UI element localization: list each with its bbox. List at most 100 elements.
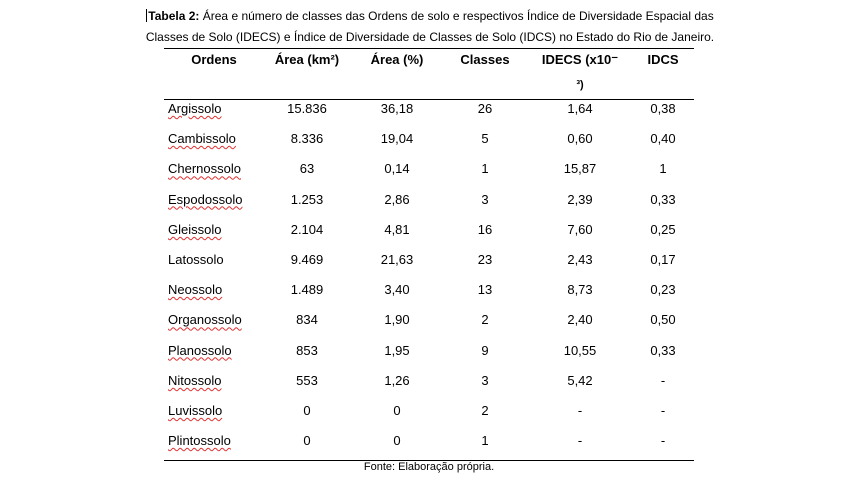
table-row: Argissolo 15.836 36,18 26 1,64 0,38 (0, 101, 862, 121)
table-row: Planossolo 853 1,95 9 10,55 0,33 (0, 343, 862, 363)
cell-idecs: 5,42 (567, 372, 593, 388)
cell-idecs: 8,73 (567, 282, 593, 298)
cell-idcs: - (660, 372, 666, 388)
cell-classes: 23 (477, 252, 493, 267)
cell-idcs: - (660, 403, 666, 418)
text-cursor (146, 9, 148, 22)
cell-ordem: Neossolo (168, 282, 223, 298)
cell-area-km2: 8.336 (290, 131, 324, 147)
cell-ordem: Plintossolo (168, 433, 231, 449)
cell-area-km2: 0 (303, 403, 311, 418)
cell-idcs: 0,40 (650, 131, 676, 147)
cell-idecs: 10,55 (563, 342, 597, 358)
cell-area-km2: 1.253 (290, 191, 324, 207)
table-row: Cambissolo 8.336 19,04 5 0,60 0,40 (0, 131, 862, 151)
caption-label: Tabela 2: (148, 9, 200, 23)
caption-line-1: Tabela 2: Área e número de classes das O… (140, 6, 720, 26)
table-bottom-rule (164, 460, 694, 461)
cell-idcs: 0,33 (650, 342, 676, 358)
table-row: Nitossolo 553 1,26 3 5,42 - (0, 373, 862, 393)
cell-area-km2: 834 (296, 312, 318, 328)
cell-ordem: Espodossolo (168, 191, 243, 207)
cell-area-pct: 2,86 (384, 191, 410, 207)
header-ordens: Ordens (191, 52, 237, 67)
table-row: Neossolo 1.489 3,40 13 8,73 0,23 (0, 282, 862, 302)
cell-classes: 2 (481, 403, 489, 418)
cell-idecs: 7,60 (567, 221, 593, 237)
cell-area-pct: 0 (393, 403, 401, 418)
cell-area-pct: 36,18 (380, 101, 414, 116)
cell-classes: 3 (481, 191, 489, 207)
table-source: Fonte: Elaboração própria. (363, 461, 495, 473)
cell-area-pct: 21,63 (380, 252, 414, 267)
table-row: Espodossolo 1.253 2,86 3 2,39 0,33 (0, 192, 862, 212)
cell-classes: 13 (477, 282, 493, 298)
cell-idecs: 15,87 (563, 161, 597, 177)
cell-area-km2: 2.104 (290, 221, 324, 237)
cell-ordem: Planossolo (168, 342, 232, 358)
table-row: Latossolo 9.469 21,63 23 2,43 0,17 (0, 252, 862, 272)
cell-ordem: Latossolo (168, 252, 224, 267)
cell-idcs: 0,17 (650, 252, 676, 267)
cell-classes: 26 (477, 101, 493, 116)
cell-ordem: Chernossolo (168, 161, 241, 177)
cell-ordem: Gleissolo (168, 221, 222, 237)
header-idecs-exponent: ³) (576, 79, 584, 91)
cell-area-km2: 853 (296, 342, 318, 358)
cell-area-pct: 0 (393, 433, 401, 449)
cell-idcs: 0,23 (650, 282, 676, 298)
cell-ordem: Cambissolo (168, 131, 236, 147)
cell-area-pct: 0,14 (384, 161, 410, 177)
table-row: Plintossolo 0 0 1 - - (0, 433, 862, 453)
cell-classes: 2 (481, 312, 489, 328)
table-row: Organossolo 834 1,90 2 2,40 0,50 (0, 312, 862, 332)
table-row: Chernossolo 63 0,14 1 15,87 1 (0, 161, 862, 181)
cell-classes: 5 (481, 131, 489, 147)
cell-idecs: - (577, 403, 583, 418)
cell-area-km2: 0 (303, 433, 311, 449)
cell-classes: 1 (481, 161, 489, 177)
cell-ordem: Argissolo (168, 101, 222, 116)
cell-area-km2: 63 (299, 161, 315, 177)
cell-idcs: 0,25 (650, 221, 676, 237)
cell-idecs: 0,60 (567, 131, 593, 147)
cell-area-pct: 1,26 (384, 372, 410, 388)
cell-area-km2: 1.489 (290, 282, 324, 298)
cell-area-km2: 9.469 (290, 252, 324, 267)
cell-area-pct: 1,90 (384, 312, 410, 328)
cell-idcs: 0,33 (650, 191, 676, 207)
cell-idecs: 2,39 (567, 191, 593, 207)
cell-idcs: 0,38 (650, 101, 676, 116)
header-idecs: IDECS (x10⁻ (541, 52, 619, 67)
cell-classes: 1 (481, 433, 489, 449)
table-row: Gleissolo 2.104 4,81 16 7,60 0,25 (0, 222, 862, 242)
table-top-rule (164, 48, 694, 49)
cell-ordem: Nitossolo (168, 372, 222, 388)
cell-idcs: 0,50 (650, 312, 676, 328)
cell-classes: 16 (477, 221, 493, 237)
cell-idcs: - (660, 433, 666, 449)
header-classes: Classes (460, 52, 510, 67)
cell-area-km2: 15.836 (287, 101, 327, 116)
header-idcs: IDCS (647, 52, 679, 67)
cell-area-pct: 1,95 (384, 342, 410, 358)
cell-idcs: 1 (659, 161, 667, 177)
cell-ordem: Organossolo (168, 312, 242, 328)
cell-classes: 9 (481, 342, 489, 358)
cell-area-pct: 19,04 (380, 131, 414, 147)
header-area-km2: Área (km²) (274, 52, 340, 67)
table-row: Luvissolo 0 0 2 - - (0, 403, 862, 423)
caption-line-2: Classes de Solo (IDECS) e Índice de Dive… (145, 30, 715, 44)
cell-idecs: - (577, 433, 583, 449)
cell-ordem: Luvissolo (168, 403, 223, 418)
cell-idecs: 2,40 (567, 312, 593, 328)
cell-area-pct: 4,81 (384, 221, 410, 237)
cell-classes: 3 (481, 372, 489, 388)
caption-text-1: Área e número de classes das Ordens de s… (199, 9, 714, 23)
cell-area-pct: 3,40 (384, 282, 410, 298)
cell-idecs: 2,43 (567, 252, 593, 267)
header-area-pct: Área (%) (370, 52, 424, 67)
cell-idecs: 1,64 (567, 101, 593, 116)
cell-area-km2: 553 (296, 372, 318, 388)
table-header-rule (164, 99, 694, 100)
